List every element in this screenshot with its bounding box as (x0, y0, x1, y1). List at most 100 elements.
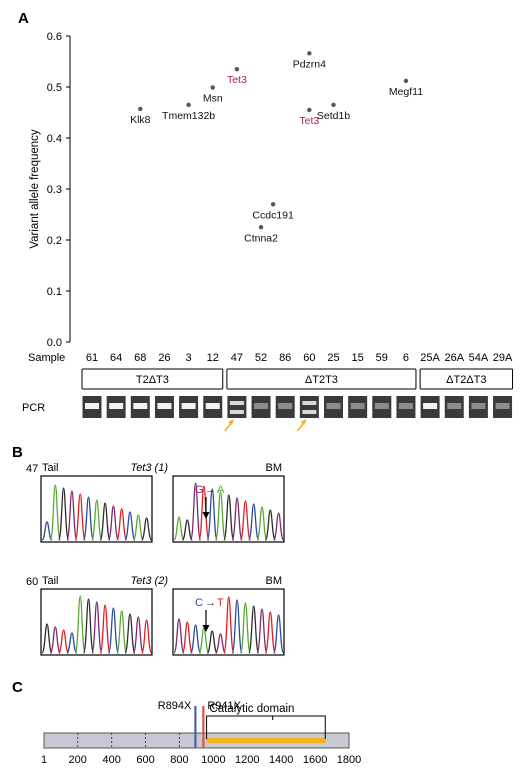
trace-peak (256, 608, 268, 654)
protein-map-panel: 1 200 400 600 800 1000 1200 1400 1600 1800Catalyt… (41, 700, 361, 766)
protein-bar (43, 732, 350, 749)
point-label: Megf11 (389, 86, 423, 98)
catalytic-domain-bar (206, 738, 326, 743)
genotype-group-label: ΔT2ΔT3 (446, 374, 486, 386)
data-point (307, 51, 312, 56)
pcr-band (447, 403, 462, 409)
mutation-to: T (217, 597, 224, 609)
trace-peak (214, 633, 227, 654)
trace-peak (116, 508, 128, 541)
pcr-band (133, 403, 148, 409)
trace-peak (206, 630, 218, 654)
trace-peak (66, 490, 78, 541)
data-point (403, 78, 409, 84)
trace-peak (198, 485, 210, 541)
trace-peak (140, 619, 153, 654)
trace-peak (140, 517, 153, 541)
bm-trace-box (172, 475, 285, 543)
protein-tick-label: 1800 (337, 754, 361, 766)
y-tick-label: 0.3 (47, 184, 62, 196)
tail-trace-box (40, 475, 153, 543)
pcr-band (85, 403, 99, 409)
trace-peak (41, 623, 53, 654)
trace-peak (41, 521, 53, 541)
vaf-scatter-chart: 0.0 0.1 0.2 0.3 0.4 0.5 0.6 Variant allele freq… (22, 31, 514, 432)
chromatogram-panel: 47 Tail Tet3 (1) BMG → A60 Tail Tet3 (2) BMC → T (26, 462, 285, 656)
trace-peak (264, 611, 276, 654)
sample-label: 25 (327, 352, 339, 364)
pcr-band (109, 403, 124, 409)
panel-letter-c: C (12, 679, 23, 696)
pcr-band (495, 403, 510, 409)
protein-tick-label: 1600 (303, 754, 327, 766)
mutation-arrow: → (205, 597, 216, 609)
mutation-pointer-head (202, 512, 210, 519)
trace-peak (82, 598, 95, 654)
genotype-group-box (419, 368, 514, 390)
trace-peak (272, 614, 285, 654)
pcr-band (302, 401, 317, 405)
catalytic-domain-label: Catalytic domain (209, 703, 294, 715)
sample-label: 25A (420, 352, 440, 364)
trace-peak (198, 627, 210, 654)
trace-peak (189, 624, 202, 654)
pcr-arrowhead (300, 419, 307, 425)
point-label: Tet3 (299, 115, 319, 127)
y-tick-label: 0.1 (47, 286, 62, 298)
trace-peak (173, 618, 185, 654)
point-label: Klk8 (130, 114, 151, 126)
pcr-band (157, 403, 172, 409)
y-tick-label: 0.0 (47, 337, 62, 349)
trace-peak (57, 629, 70, 654)
trace-peak (256, 506, 268, 541)
pcr-band (471, 403, 486, 409)
trace-peak (181, 519, 193, 541)
genotype-group-box (226, 368, 417, 390)
pcr-band (374, 403, 389, 409)
trace-peak (272, 512, 285, 541)
trace-peak (173, 516, 185, 541)
mutation-label: R894X (158, 700, 192, 712)
point-label: Setd1b (317, 110, 350, 122)
y-tick-label: 0.5 (47, 82, 62, 94)
genotype-group-label: T2ΔT3 (136, 374, 169, 386)
pcr-arrowhead (227, 419, 234, 425)
bm-label: BM (266, 575, 283, 587)
point-label: Tmem132b (162, 110, 215, 122)
pcr-band (326, 403, 341, 409)
data-point (331, 102, 336, 108)
y-tick-label: 0.6 (47, 31, 62, 43)
sample-label: 60 (303, 352, 315, 364)
sample-label: 59 (376, 352, 388, 364)
data-point (307, 107, 312, 113)
y-tick-label: 0.4 (47, 133, 62, 145)
data-point (270, 202, 276, 207)
data-point (210, 85, 215, 90)
trace-peak (107, 505, 120, 541)
protein-tick-label: 1 (41, 754, 47, 766)
panel-letter-a: A (18, 10, 29, 27)
trace-peak (132, 616, 144, 654)
trace-peak (239, 500, 252, 541)
protein-tick-label: 800 (170, 754, 188, 766)
point-label: Pdzrn4 (293, 58, 326, 70)
sample-label: 3 (186, 352, 192, 364)
protein-tick-label: 1400 (269, 754, 293, 766)
y-axis-title: Variant allele frequency (29, 129, 41, 249)
panel-letter-b: B (12, 444, 23, 461)
pcr-lane (299, 396, 319, 418)
trace-peak (49, 626, 61, 654)
gene-label: Tet3 (1) (130, 462, 168, 474)
protein-tick-label: 600 (136, 754, 154, 766)
trace-peak (214, 491, 227, 541)
trace-peak (57, 487, 70, 541)
sample-label: 26A (444, 352, 464, 364)
sample-label: 52 (255, 352, 267, 364)
sample-label: 54A (469, 352, 489, 364)
trace-peak (124, 511, 136, 541)
trace-peak (248, 503, 260, 541)
trace-peak (124, 613, 136, 654)
mutation-pointer-head (202, 625, 210, 632)
trace-peak (181, 621, 193, 654)
pcr-band (229, 410, 244, 414)
